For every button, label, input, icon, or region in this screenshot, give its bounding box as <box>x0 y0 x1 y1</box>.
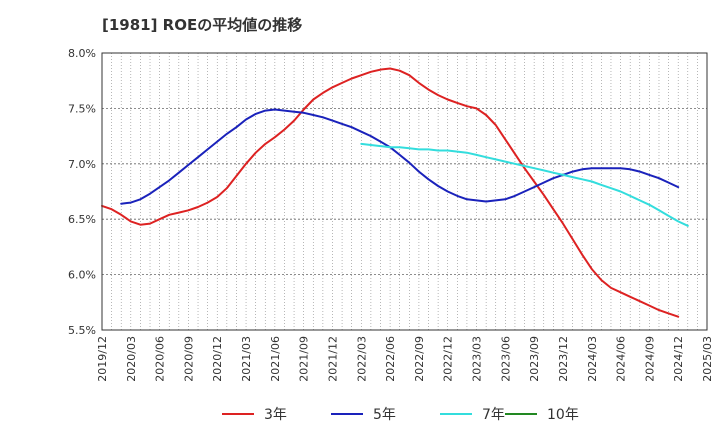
series-line-2 <box>120 108 680 205</box>
x-tick: 2020/03 <box>125 336 138 382</box>
x-tick: 2024/12 <box>672 336 685 382</box>
x-tick: 2020/09 <box>182 336 195 382</box>
x-tick-label: 2024/06 <box>615 336 628 382</box>
x-tick-label: 2022/06 <box>384 336 397 382</box>
x-tick-label: 2024/09 <box>643 336 656 382</box>
x-tick: 2021/12 <box>326 336 339 382</box>
x-tick-label: 2021/09 <box>298 336 311 382</box>
x-tick: 2022/03 <box>355 336 368 382</box>
series-line-3 <box>360 142 689 227</box>
x-tick-label: 2025/03 <box>701 336 714 382</box>
x-tick-label: 2023/12 <box>557 336 570 382</box>
x-tick: 2022/06 <box>384 336 397 382</box>
legend: 3年 5年 7年 10年 <box>222 407 579 423</box>
x-tick: 2025/03 <box>701 336 714 382</box>
x-tick-label: 2020/03 <box>125 336 138 382</box>
y-axis: 5.5% 6.0% 6.5% 7.0% 7.5% 8.0% <box>68 47 96 337</box>
x-tick-label: 2021/06 <box>269 336 282 382</box>
y-tick-label: 6.0% <box>68 269 96 282</box>
x-tick-label: 2024/12 <box>672 336 685 382</box>
grid-layer <box>102 53 707 330</box>
x-tick: 2023/12 <box>557 336 570 382</box>
x-tick-label: 2022/12 <box>442 336 455 382</box>
x-tick: 2023/03 <box>471 336 484 382</box>
x-tick: 2020/12 <box>211 336 224 382</box>
legend-label: 10年 <box>547 407 579 423</box>
x-tick-label: 2020/06 <box>154 336 167 382</box>
series-layer <box>101 67 689 318</box>
x-tick-label: 2023/03 <box>471 336 484 382</box>
x-tick: 2021/06 <box>269 336 282 382</box>
x-tick: 2024/06 <box>615 336 628 382</box>
x-tick-label: 2023/06 <box>499 336 512 382</box>
legend-item-4: 10年 <box>505 407 579 423</box>
x-axis: 2019/12 2020/03 2020/06 2020/09 2020/12 2021/… <box>96 336 714 382</box>
series-line-1 <box>101 67 680 318</box>
x-tick: 2023/09 <box>528 336 541 382</box>
x-tick: 2019/12 <box>96 336 109 382</box>
x-tick: 2024/09 <box>643 336 656 382</box>
x-tick: 2020/06 <box>154 336 167 382</box>
x-tick: 2022/12 <box>442 336 455 382</box>
x-tick-label: 2023/09 <box>528 336 541 382</box>
x-tick-label: 2020/09 <box>182 336 195 382</box>
legend-label: 7年 <box>482 407 505 423</box>
legend-label: 5年 <box>373 407 396 423</box>
x-tick: 2024/03 <box>586 336 599 382</box>
x-tick-label: 2019/12 <box>96 336 109 382</box>
plot-frame <box>101 52 708 331</box>
x-tick: 2021/03 <box>240 336 253 382</box>
x-tick-label: 2024/03 <box>586 336 599 382</box>
chart-title: [1981] ROEの平均値の推移 <box>102 16 302 34</box>
y-tick-label: 7.5% <box>68 102 96 115</box>
x-tick-label: 2021/12 <box>326 336 339 382</box>
legend-item-2: 5年 <box>331 407 396 423</box>
legend-item-3: 7年 <box>440 407 505 423</box>
legend-item-1: 3年 <box>222 407 287 423</box>
y-tick-label: 5.5% <box>68 324 96 337</box>
x-tick-label: 2022/03 <box>355 336 368 382</box>
x-tick-label: 2021/03 <box>240 336 253 382</box>
x-tick: 2022/09 <box>413 336 426 382</box>
x-tick: 2021/09 <box>298 336 311 382</box>
legend-label: 3年 <box>264 407 287 423</box>
y-tick-label: 8.0% <box>68 47 96 60</box>
x-tick: 2023/06 <box>499 336 512 382</box>
y-tick-label: 7.0% <box>68 158 96 171</box>
y-tick-label: 6.5% <box>68 213 96 226</box>
x-tick-label: 2022/09 <box>413 336 426 382</box>
x-tick-label: 2020/12 <box>211 336 224 382</box>
